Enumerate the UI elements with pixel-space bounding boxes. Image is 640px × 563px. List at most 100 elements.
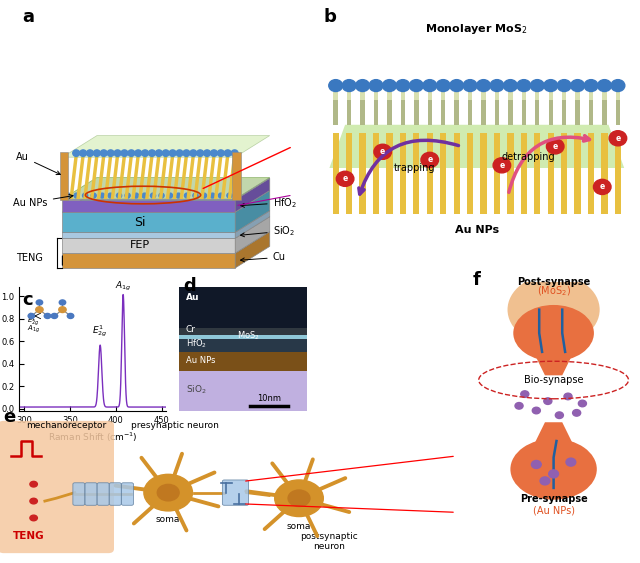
FancyBboxPatch shape — [494, 133, 500, 214]
Circle shape — [148, 150, 156, 157]
Circle shape — [504, 79, 517, 92]
Polygon shape — [69, 155, 78, 199]
FancyBboxPatch shape — [414, 92, 419, 100]
Polygon shape — [221, 155, 230, 199]
FancyBboxPatch shape — [562, 92, 566, 100]
Circle shape — [163, 150, 169, 157]
FancyBboxPatch shape — [481, 92, 486, 100]
Circle shape — [59, 307, 66, 312]
FancyBboxPatch shape — [347, 92, 351, 100]
Text: Cr: Cr — [186, 325, 196, 334]
Circle shape — [86, 150, 93, 157]
FancyBboxPatch shape — [360, 92, 365, 100]
Text: e: e — [4, 408, 16, 426]
Polygon shape — [63, 217, 270, 238]
FancyBboxPatch shape — [428, 92, 432, 100]
Circle shape — [157, 484, 179, 501]
Polygon shape — [236, 217, 270, 253]
FancyBboxPatch shape — [441, 92, 445, 100]
Circle shape — [74, 193, 79, 198]
Text: Au NPs: Au NPs — [186, 356, 215, 365]
FancyBboxPatch shape — [347, 100, 351, 125]
Text: e: e — [615, 134, 621, 143]
Text: Si: Si — [134, 216, 146, 229]
Text: Monolayer MoS$_2$: Monolayer MoS$_2$ — [426, 22, 528, 36]
FancyBboxPatch shape — [179, 335, 307, 339]
Polygon shape — [179, 155, 188, 199]
Circle shape — [169, 150, 176, 157]
FancyBboxPatch shape — [522, 92, 526, 100]
Polygon shape — [97, 155, 106, 199]
FancyBboxPatch shape — [454, 100, 459, 125]
Polygon shape — [104, 155, 113, 199]
Polygon shape — [63, 190, 270, 212]
Circle shape — [125, 193, 130, 198]
FancyBboxPatch shape — [522, 100, 526, 125]
Polygon shape — [90, 155, 99, 199]
FancyBboxPatch shape — [575, 100, 580, 125]
FancyBboxPatch shape — [454, 133, 460, 214]
FancyBboxPatch shape — [387, 100, 392, 125]
Circle shape — [231, 150, 238, 157]
FancyBboxPatch shape — [561, 133, 567, 214]
Polygon shape — [118, 155, 126, 199]
Text: presynaptic neuron: presynaptic neuron — [131, 421, 219, 430]
Circle shape — [547, 139, 564, 154]
X-axis label: Raman Shift (cm$^{-1}$): Raman Shift (cm$^{-1}$) — [48, 430, 138, 444]
FancyBboxPatch shape — [387, 133, 392, 214]
FancyBboxPatch shape — [232, 152, 241, 200]
Text: MoS$_2$: MoS$_2$ — [237, 329, 260, 342]
Polygon shape — [159, 155, 168, 199]
Polygon shape — [63, 178, 270, 200]
Circle shape — [436, 79, 450, 92]
Polygon shape — [152, 155, 161, 199]
Circle shape — [196, 150, 204, 157]
Polygon shape — [236, 211, 270, 238]
Polygon shape — [145, 155, 154, 199]
Polygon shape — [186, 155, 195, 199]
Text: e: e — [427, 155, 433, 164]
Circle shape — [121, 150, 128, 157]
FancyBboxPatch shape — [468, 92, 472, 100]
Circle shape — [356, 79, 369, 92]
FancyBboxPatch shape — [508, 133, 513, 214]
Polygon shape — [63, 177, 270, 199]
FancyBboxPatch shape — [468, 100, 472, 125]
FancyBboxPatch shape — [616, 100, 620, 125]
Polygon shape — [236, 190, 270, 233]
FancyBboxPatch shape — [589, 100, 593, 125]
FancyBboxPatch shape — [575, 92, 580, 100]
Circle shape — [67, 314, 74, 319]
Circle shape — [573, 410, 580, 416]
FancyBboxPatch shape — [413, 133, 419, 214]
Circle shape — [116, 193, 122, 198]
Text: (Au NPs): (Au NPs) — [532, 506, 575, 516]
FancyBboxPatch shape — [387, 92, 392, 100]
Circle shape — [410, 79, 423, 92]
Circle shape — [210, 193, 215, 198]
Circle shape — [134, 193, 139, 198]
Circle shape — [36, 307, 43, 312]
Polygon shape — [330, 125, 624, 168]
Text: d: d — [183, 277, 196, 295]
FancyBboxPatch shape — [427, 133, 433, 214]
Circle shape — [227, 193, 232, 198]
Text: SiO$_2$: SiO$_2$ — [241, 224, 295, 238]
FancyBboxPatch shape — [548, 92, 553, 100]
Text: a: a — [22, 8, 34, 26]
FancyBboxPatch shape — [508, 92, 513, 100]
Polygon shape — [63, 231, 270, 253]
Polygon shape — [63, 136, 270, 157]
FancyBboxPatch shape — [508, 100, 513, 125]
Circle shape — [396, 79, 410, 92]
Polygon shape — [76, 155, 85, 199]
Circle shape — [288, 490, 310, 507]
Polygon shape — [63, 233, 236, 238]
Circle shape — [540, 477, 550, 485]
FancyBboxPatch shape — [401, 100, 405, 125]
FancyBboxPatch shape — [374, 100, 378, 125]
Polygon shape — [63, 200, 236, 212]
Circle shape — [30, 515, 37, 521]
Circle shape — [218, 193, 223, 198]
Ellipse shape — [508, 274, 600, 345]
